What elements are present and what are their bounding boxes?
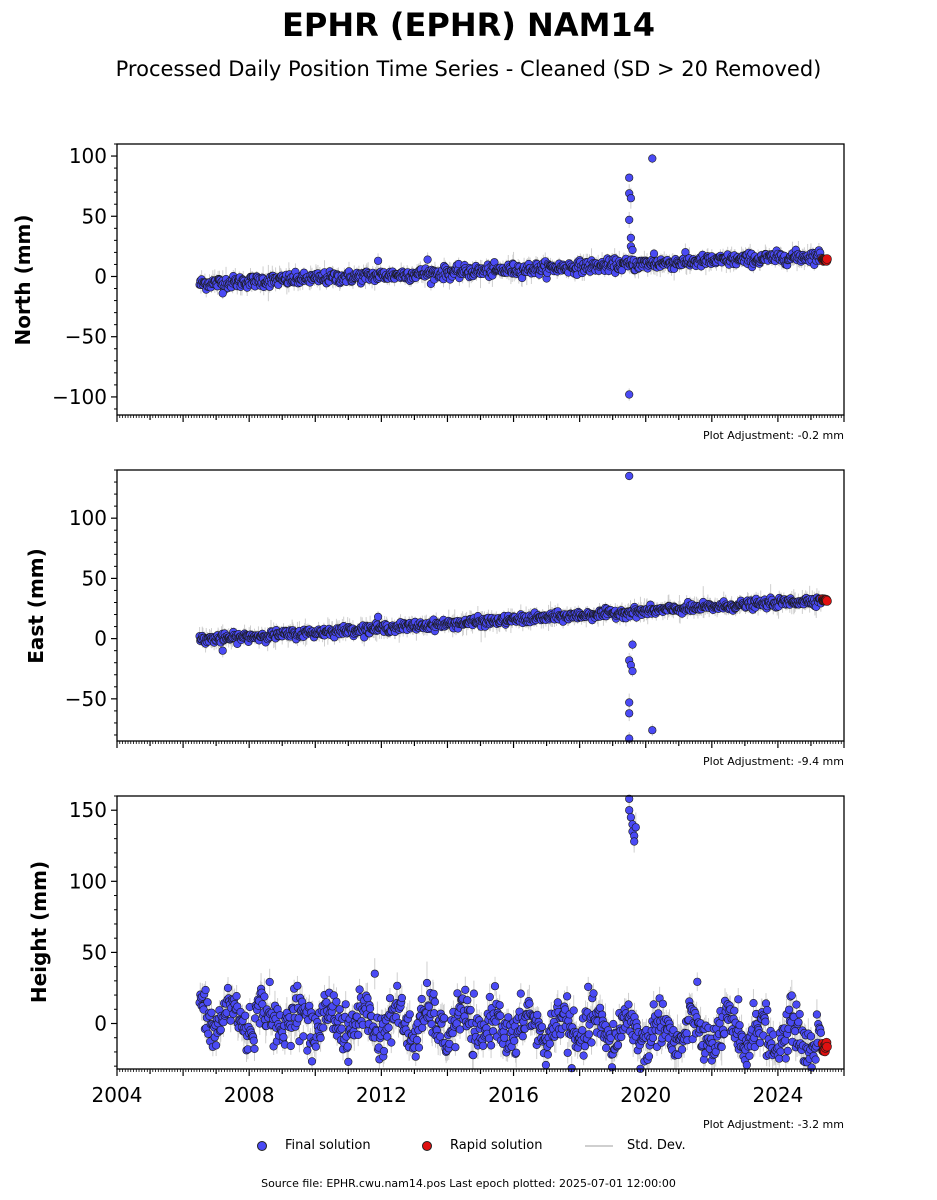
final-point [374,612,383,622]
final-point [625,698,634,707]
y-tick-label: 100 [69,144,107,168]
final-point [218,289,227,298]
final-point [625,471,634,481]
final-point [625,173,634,182]
final-point [628,640,637,649]
final-point [218,646,227,655]
final-point [628,666,637,676]
panel-1: 100 50 0 −50 [65,469,845,748]
y-tick-label: 100 [69,506,107,530]
final-point [628,245,637,255]
final-point [374,256,383,265]
final-point [648,726,657,735]
rapid-point [822,596,832,606]
y-tick-label: −100 [52,385,107,409]
final-point [649,249,659,258]
y-tick-label: 50 [82,204,107,228]
final-point [626,233,636,242]
y-tick-label: −50 [65,687,107,711]
y-tick-label: −50 [65,325,107,349]
rapid-point [822,254,832,264]
final-point [625,709,634,718]
chart-subtitle: Processed Daily Position Time Series - C… [115,57,822,81]
y-tick-label: 0 [94,264,107,288]
y-tick-label: 50 [82,566,107,590]
y-tick-label: 0 [94,627,107,651]
final-point [625,215,634,224]
chart-title: EPHR (EPHR) NAM14 [282,6,655,44]
panel-0: 100 50 0 −50 −100 [52,143,845,422]
final-point [625,390,634,399]
final-point [648,154,657,163]
final-point [626,194,636,203]
final-point [423,255,432,264]
